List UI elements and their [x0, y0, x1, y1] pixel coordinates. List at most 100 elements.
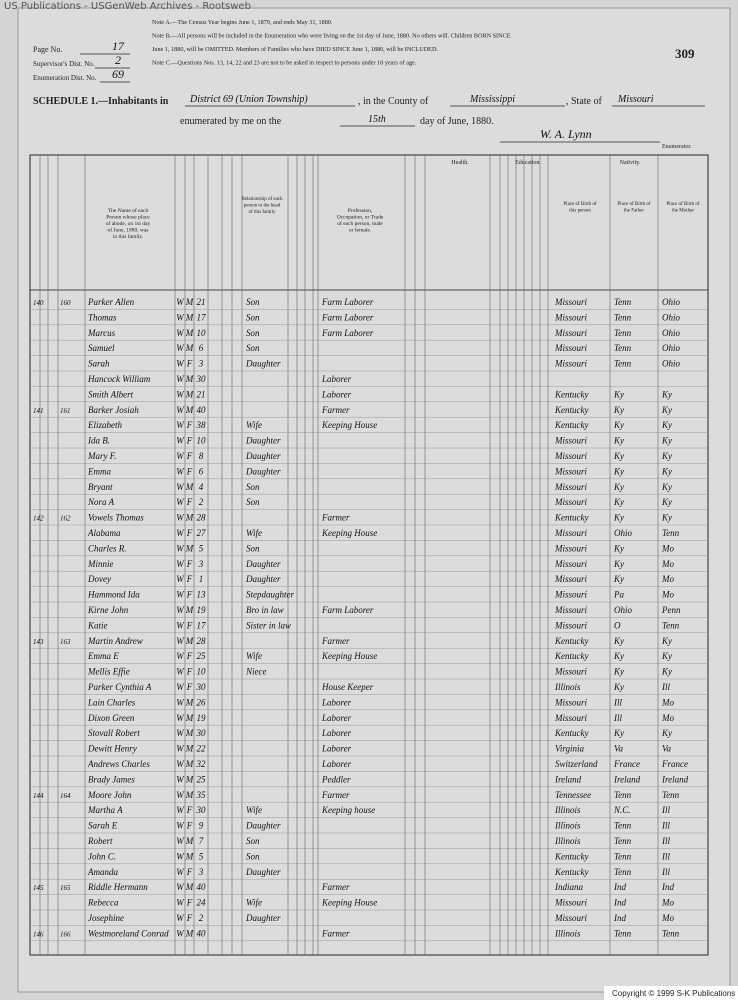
- cell-birthplace: Kentucky: [554, 728, 588, 738]
- cell-name: Martin Andrew: [87, 636, 143, 646]
- cell-father: Va: [614, 744, 624, 754]
- cell-color: W: [176, 651, 185, 661]
- cell-age: 30: [196, 374, 207, 384]
- cell-mother: Ill: [661, 836, 670, 846]
- cell-color: W: [176, 497, 185, 507]
- cell-birthplace: Illinois: [554, 805, 581, 815]
- cell-birthplace: Missouri: [554, 713, 588, 723]
- cell-mother: Ky: [661, 436, 672, 446]
- cell-sex: M: [185, 713, 194, 723]
- cell-occupation: Keeping House: [321, 898, 377, 908]
- cell-name: Dixon Green: [87, 713, 135, 723]
- cell-birthplace: Missouri: [554, 482, 588, 492]
- cell-family: 160: [60, 299, 71, 307]
- cell-father: Ky: [613, 482, 624, 492]
- cell-occupation: Keeping House: [321, 651, 377, 661]
- cell-father: Tenn: [614, 312, 632, 322]
- cell-family: 164: [60, 792, 71, 800]
- cell-birthplace: Missouri: [554, 667, 588, 677]
- cell-mother: Mo: [661, 590, 674, 600]
- cell-color: W: [176, 297, 185, 307]
- cell-father: Ky: [613, 682, 624, 692]
- cell-age: 6: [199, 343, 204, 353]
- cell-age: 40: [197, 882, 207, 892]
- cell-birthplace: Missouri: [554, 898, 588, 908]
- cell-family: 166: [60, 930, 71, 938]
- cell-birthplace: Missouri: [554, 436, 588, 446]
- cell-name: Dewitt Henry: [87, 744, 137, 754]
- cell-father: Ind: [613, 898, 626, 908]
- cell-name: Charles R.: [88, 543, 127, 553]
- cell-name: Alabama: [87, 528, 121, 538]
- cell-mother: Ill: [661, 805, 670, 815]
- cell-mother: Tenn: [662, 928, 680, 938]
- cell-sex: F: [186, 436, 193, 446]
- cell-sex: F: [186, 821, 193, 831]
- cell-age: 32: [196, 759, 207, 769]
- cell-age: 30: [196, 805, 207, 815]
- cell-occupation: House Keeper: [321, 682, 374, 692]
- cell-mother: Ill: [661, 821, 670, 831]
- cell-name: Stovall Robert: [88, 728, 140, 738]
- cell-mother: Mo: [661, 898, 674, 908]
- cell-birthplace: Missouri: [554, 574, 588, 584]
- cell-age: 5: [199, 543, 204, 553]
- cell-sex: M: [185, 389, 194, 399]
- cell-name: Riddle Hermann: [87, 882, 148, 892]
- cell-birthplace: Ireland: [554, 774, 582, 784]
- cell-name: Dovey: [87, 574, 111, 584]
- cell-occupation: Farmer: [321, 405, 350, 415]
- cell-mother: Ireland: [661, 774, 689, 784]
- cell-birthplace: Illinois: [554, 682, 581, 692]
- cell-age: 30: [196, 728, 207, 738]
- cell-father: Tenn: [614, 928, 632, 938]
- cell-occupation: Farm Laborer: [321, 297, 374, 307]
- cell-age: 35: [196, 790, 207, 800]
- cell-birthplace: Illinois: [554, 836, 581, 846]
- header-birthplace: Place of Birth of this person: [563, 202, 597, 214]
- cell-name: Vowels Thomas: [88, 513, 144, 523]
- cell-dwelling: 140: [33, 299, 44, 307]
- cell-color: W: [176, 836, 185, 846]
- cell-sex: F: [186, 867, 193, 877]
- cell-father: Tenn: [614, 297, 632, 307]
- cell-color: W: [176, 821, 185, 831]
- cell-color: W: [176, 374, 185, 384]
- cell-sex: M: [185, 697, 194, 707]
- cell-mother: Mo: [661, 713, 674, 723]
- cell-age: 40: [197, 928, 207, 938]
- cell-mother: Ky: [661, 636, 672, 646]
- cell-mother: Tenn: [662, 528, 680, 538]
- cell-color: W: [176, 898, 185, 908]
- district: District 69 (Union Township): [189, 94, 308, 105]
- cell-mother: Ky: [661, 466, 672, 476]
- cell-occupation: Laborer: [321, 374, 352, 384]
- cell-color: W: [176, 405, 185, 415]
- cell-name: Mellis Effie: [87, 667, 130, 677]
- cell-birthplace: Missouri: [554, 559, 588, 569]
- cell-birthplace: Switzerland: [555, 759, 598, 769]
- cell-name: Sarah: [88, 359, 110, 369]
- cell-father: N.C.: [613, 805, 631, 815]
- cell-sex: M: [185, 790, 194, 800]
- cell-color: W: [176, 697, 185, 707]
- cell-name: Josephine: [88, 913, 124, 923]
- cell-occupation: Keeping House: [321, 528, 377, 538]
- cell-birthplace: Kentucky: [554, 420, 588, 430]
- supervisor-no: 2: [115, 53, 121, 67]
- cell-birthplace: Missouri: [554, 590, 588, 600]
- cell-father: Ohio: [614, 605, 633, 615]
- cell-sex: F: [186, 420, 193, 430]
- cell-relation: Son: [246, 328, 260, 338]
- cell-age: 25: [197, 651, 207, 661]
- cell-father: Ky: [613, 405, 624, 415]
- cell-sex: M: [185, 636, 194, 646]
- cell-sex: M: [185, 297, 194, 307]
- cell-relation: Son: [246, 343, 260, 353]
- cell-name: Barker Josiah: [88, 405, 139, 415]
- cell-occupation: Laborer: [321, 697, 352, 707]
- date-label: day of June, 1880.: [420, 116, 494, 127]
- cell-father: Tenn: [614, 790, 632, 800]
- cell-name: Parker Cynthia A: [87, 682, 152, 692]
- cell-father: Ky: [613, 497, 624, 507]
